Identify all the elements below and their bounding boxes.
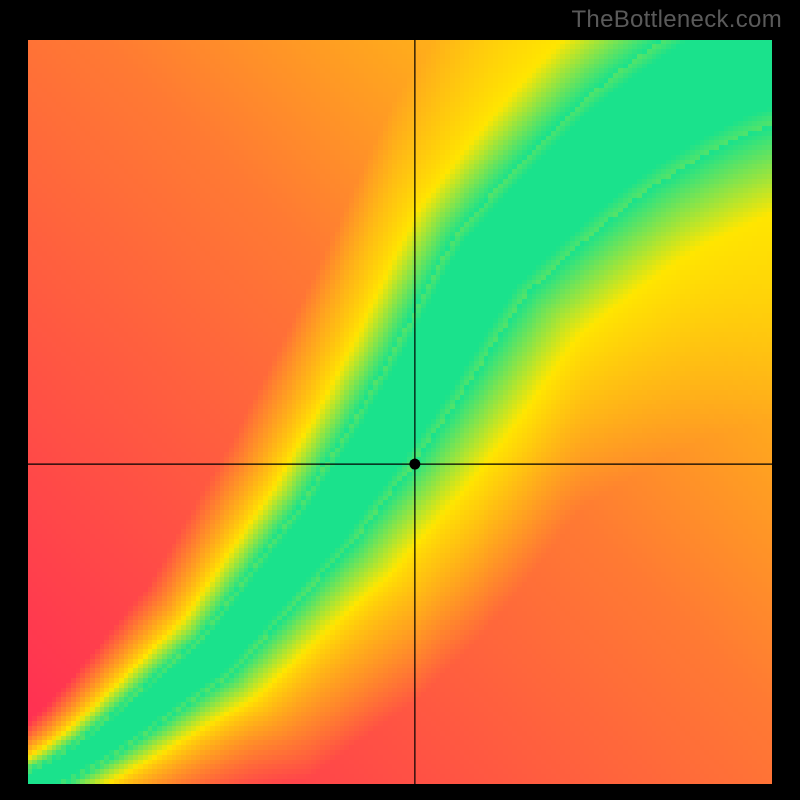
chart-container: TheBottleneck.com	[0, 0, 800, 800]
watermark-label: TheBottleneck.com	[571, 6, 782, 34]
plot-area	[28, 40, 772, 784]
heatmap-canvas	[28, 40, 772, 784]
